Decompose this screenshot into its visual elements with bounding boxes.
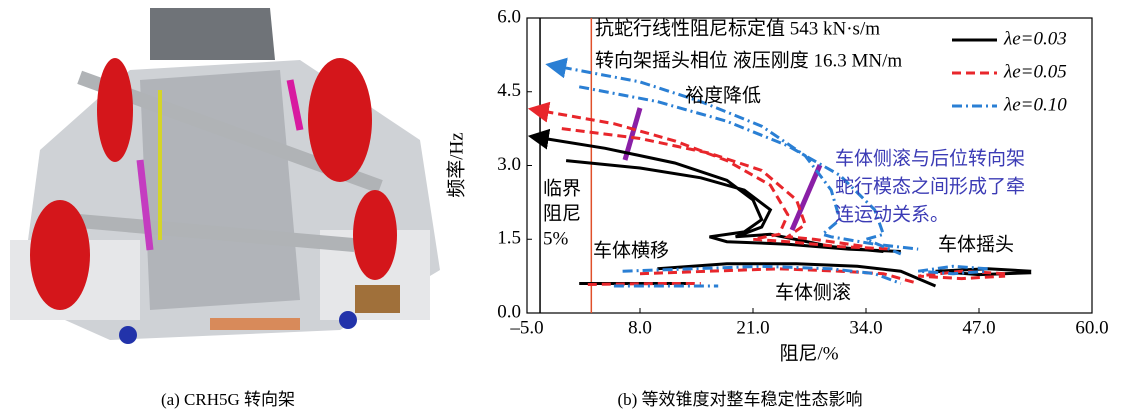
y-tick-label: 1.5 xyxy=(497,228,521,249)
x-tick-label: 60.0 xyxy=(1075,317,1108,338)
annotation: 车体侧滚与后位转向架 xyxy=(835,147,1025,169)
annotation: 连运动关系。 xyxy=(835,203,949,225)
x-tick-label: 21.0 xyxy=(736,317,769,338)
y-axis-label: 频率/Hz xyxy=(445,132,467,197)
figure: (a) CRH5G 转向架 (b) 等效锥度对整车稳定性态影响 阻尼/% 频率/… xyxy=(0,0,1122,413)
x-tick-label: 34.0 xyxy=(849,317,882,338)
legend-label: λe=0.05 xyxy=(1003,61,1067,82)
annotation: 车体横移 xyxy=(593,239,669,261)
x-tick-label: 8.0 xyxy=(628,317,652,338)
annotation: 转向架摇头相位 液压刚度 16.3 MN/m xyxy=(595,49,902,71)
caption-b: (b) 等效锥度对整车稳定性态影响 xyxy=(617,390,862,409)
annotation: 5% xyxy=(543,228,569,249)
annotation: 蛇行模态之间形成了牵 xyxy=(835,175,1025,197)
annotation: 临界 xyxy=(543,177,581,199)
y-tick-label: 3.0 xyxy=(497,154,521,175)
annotation: 抗蛇行线性阻尼标定值 543 kN·s/m xyxy=(595,17,880,39)
legend-label: λe=0.03 xyxy=(1003,28,1067,49)
annotation: 裕度降低 xyxy=(685,84,761,106)
legend-label: λe=0.10 xyxy=(1003,94,1067,115)
y-tick-label: 4.5 xyxy=(497,80,521,101)
annotation: 车体侧滚 xyxy=(775,281,851,303)
chart: (a) CRH5G 转向架 (b) 等效锥度对整车稳定性态影响 阻尼/% 频率/… xyxy=(0,0,1122,413)
pointer-arrow xyxy=(792,165,820,230)
y-tick-label: 0.0 xyxy=(497,301,521,322)
annotation: 阻尼 xyxy=(543,202,581,224)
y-tick-label: 6.0 xyxy=(497,6,521,27)
x-tick-label: 47.0 xyxy=(962,317,995,338)
annotation: 车体摇头 xyxy=(938,233,1014,255)
x-axis-label: 阻尼/% xyxy=(779,342,838,364)
caption-a: (a) CRH5G 转向架 xyxy=(161,390,295,409)
